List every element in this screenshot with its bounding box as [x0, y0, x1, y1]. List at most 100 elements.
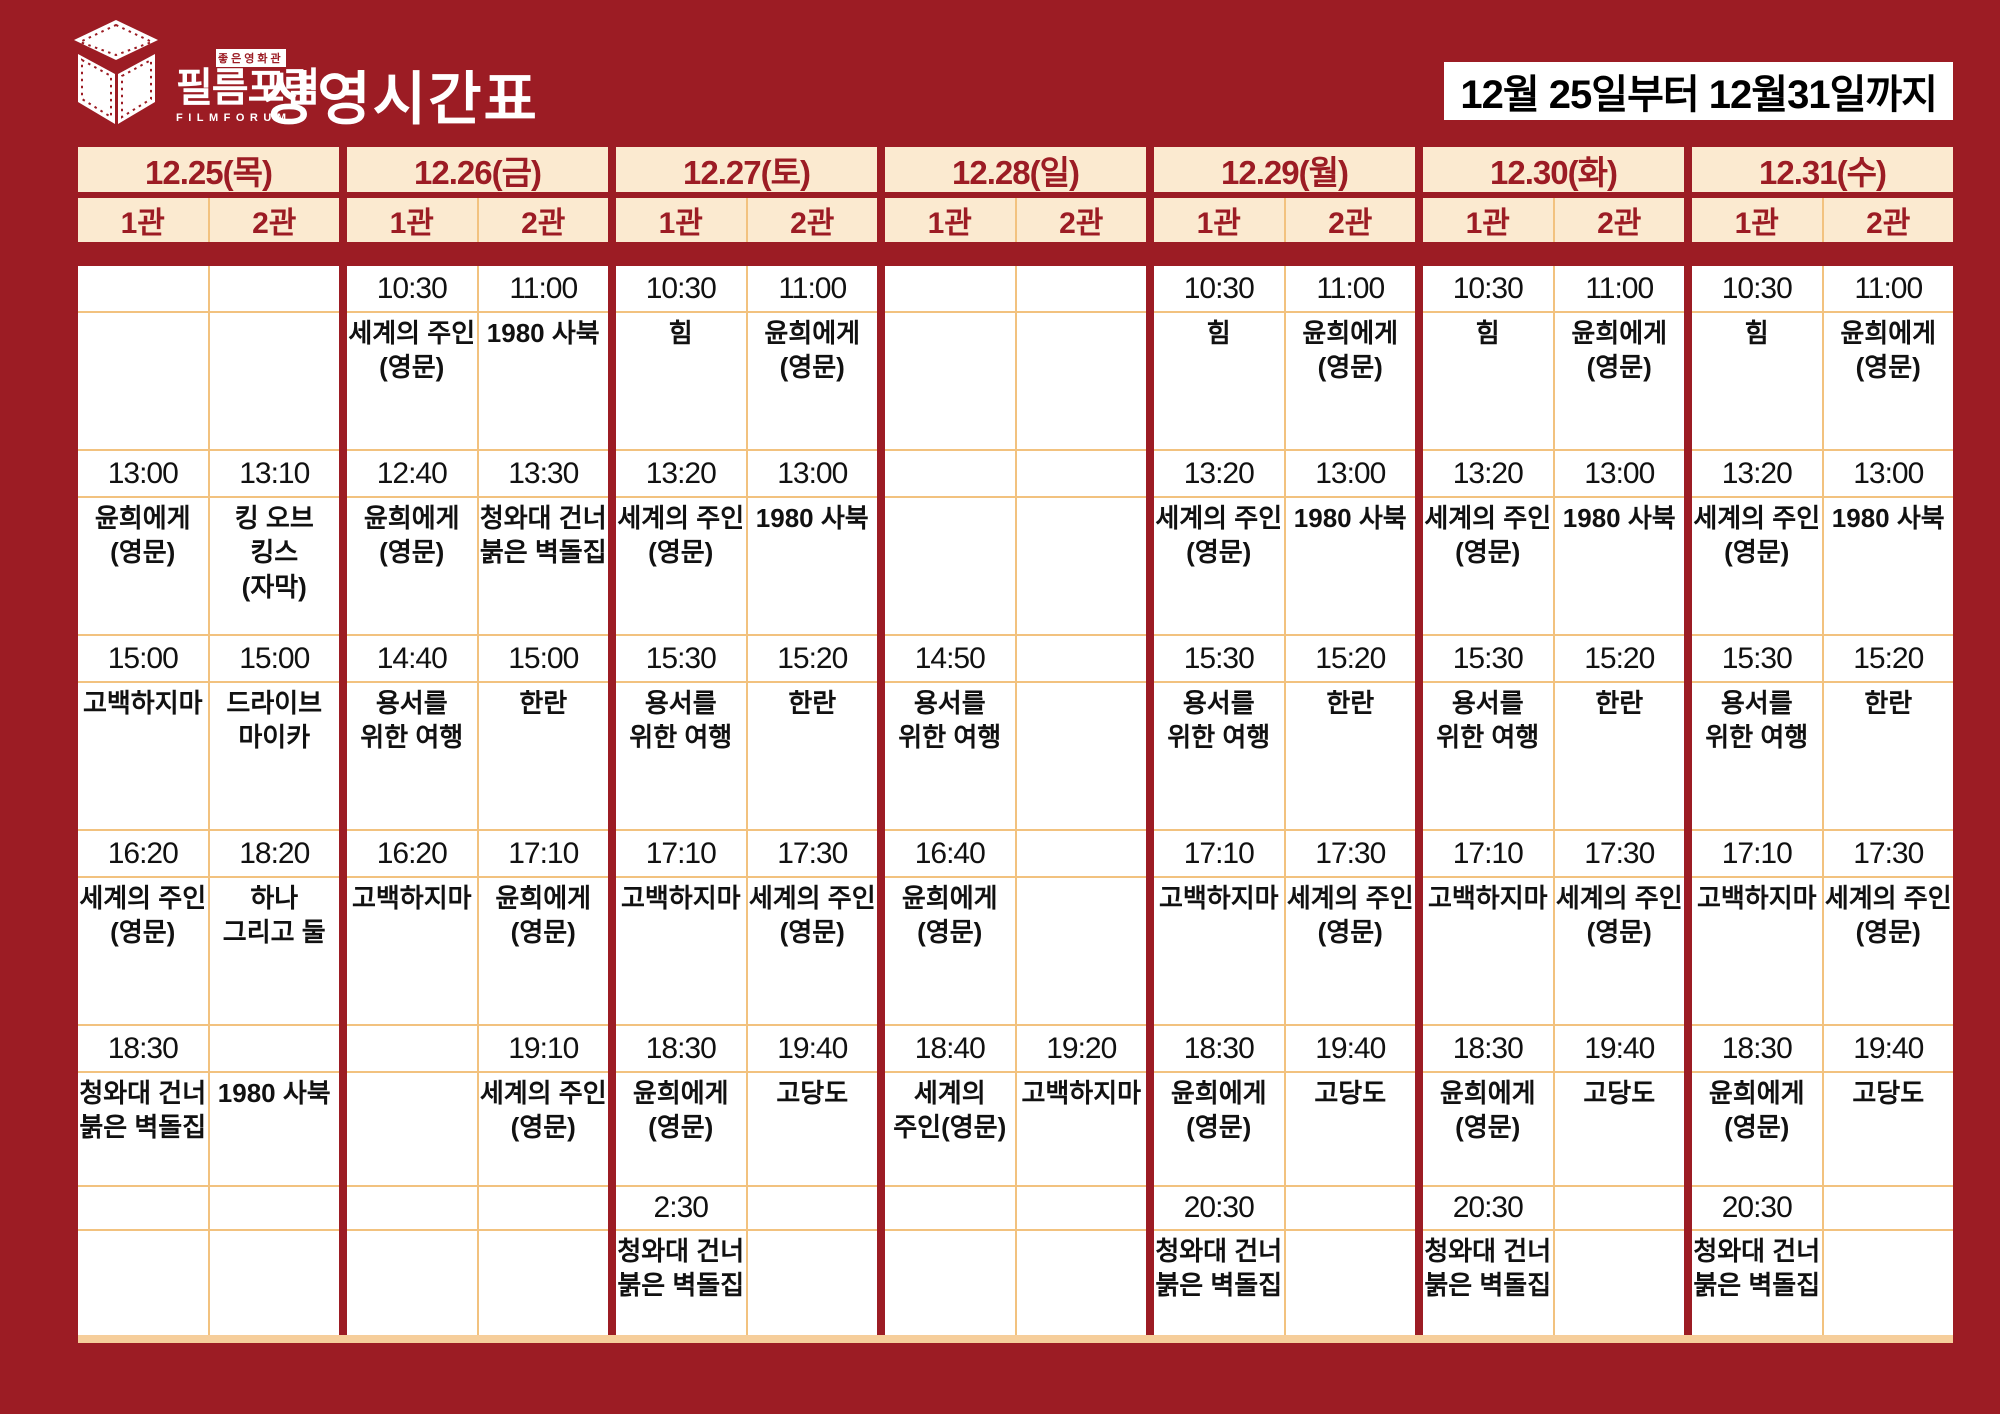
movie-row	[347, 1231, 608, 1335]
showtime-cell: 17:30	[777, 836, 848, 870]
showtime-cell: 13:00	[1853, 456, 1924, 490]
movie-row: 용서를 위한 여행	[885, 683, 1146, 831]
movie-title-cell: 세계의 주인 (영문)	[1692, 498, 1824, 634]
showtime-cell: 15:20	[1315, 641, 1386, 675]
screens-header-row: 1관 2관	[1692, 198, 1953, 242]
showtime-cell: 20:30	[1154, 1187, 1286, 1229]
date-header: 12.28(일)	[885, 147, 1146, 192]
date-header: 12.26(금)	[347, 147, 608, 192]
showtime-cell: 13:00	[777, 456, 848, 490]
showtime-row: 15:30 15:20	[1423, 636, 1684, 683]
showtime-row: 13:20 13:00	[1423, 451, 1684, 498]
page-title: 상영시간표	[262, 67, 539, 132]
showtime-cell: 11:00	[1854, 271, 1923, 305]
showtime-row: 16:20 17:10	[347, 831, 608, 878]
movie-row: 고백하지마 세계의 주인 (영문)	[1154, 878, 1415, 1026]
showtime-cell: 20:30	[1423, 1187, 1555, 1229]
showtime-cell: 13:20	[616, 451, 748, 496]
movie-title-cell: 고백하지마	[347, 878, 479, 1024]
movie-title-cell: 세계의 주인(영문)	[885, 1073, 1017, 1185]
showtime-cell: 16:40	[885, 831, 1017, 876]
movie-title-cell: 윤희에게 (영문)	[495, 883, 592, 948]
showtime-cell: 14:40	[347, 636, 479, 681]
movie-title-cell	[78, 1231, 210, 1335]
showtime-cell	[885, 1187, 1017, 1229]
logo-english: FILMFORUM	[176, 112, 292, 124]
movie-title-cell	[210, 1231, 340, 1335]
movie-row: 용서를 위한 여행 한란	[1423, 683, 1684, 831]
showtime-cell: 18:30	[78, 1026, 210, 1071]
showtime-cell	[347, 1026, 479, 1071]
showtime-row: 17:10 17:30	[1154, 831, 1415, 878]
showtime-cell: 19:10	[508, 1031, 579, 1065]
movie-row: 청와대 건너 붉은 벽돌집 1980 사북	[78, 1073, 339, 1187]
showtime-cell: 15:20	[1853, 641, 1924, 675]
movie-title-cell: 1980 사북	[1562, 503, 1676, 533]
movie-row	[885, 313, 1146, 451]
movie-row	[78, 313, 339, 451]
movie-title-cell	[1017, 498, 1147, 634]
movie-row: 윤희에게 (영문) 고당도	[1154, 1073, 1415, 1187]
showtime-row: 16:40	[885, 831, 1146, 878]
movie-title-cell: 세계의 주인 (영문)	[1154, 498, 1286, 634]
movie-title-cell	[78, 313, 210, 449]
showtime-cell: 18:30	[1423, 1026, 1555, 1071]
date-header: 12.27(토)	[616, 147, 877, 192]
movie-row: 용서를 위한 여행 한란	[1692, 683, 1953, 831]
showtime-cell	[78, 1187, 210, 1229]
showtime-cell: 11:00	[1316, 271, 1385, 305]
screen-header: 2관	[1285, 198, 1415, 242]
showtime-row: 17:10 17:30	[1692, 831, 1953, 878]
day-column: 12.28(일) 1관 2관 14:50 용서를 위한 여행 16:40 윤희에게 (영문)…	[885, 147, 1146, 1335]
showtime-cell: 15:30	[1423, 636, 1555, 681]
showtime-cell	[347, 1187, 479, 1229]
movie-title-cell: 세계의 주인 (영문)	[479, 1078, 607, 1143]
date-range-box: 12월 25일부터 12월31일까지	[1444, 62, 1953, 120]
screens-header-row: 1관 2관	[1423, 198, 1684, 242]
showtime-cell: 13:00	[1584, 456, 1655, 490]
movie-title-cell: 윤희에게 (영문)	[616, 1073, 748, 1185]
showtime-cell	[748, 1187, 878, 1229]
movie-title-cell: 드라이브 마이카	[226, 688, 323, 753]
showtime-row: 20:30	[1692, 1187, 1953, 1231]
day-column: 12.26(금) 1관 2관 10:30 11:00 세계의 주인 (영문) 1980 사북…	[347, 147, 608, 1335]
showtime-row: 10:30 11:00	[616, 266, 877, 313]
screens-header-row: 1관 2관	[78, 198, 339, 242]
showtime-cell: 13:30	[508, 456, 579, 490]
screens-header-row: 1관 2관	[885, 198, 1146, 242]
movie-row: 윤희에게 (영문) 고당도	[1423, 1073, 1684, 1187]
movie-title-cell: 한란	[1595, 688, 1644, 718]
showtime-cell	[1286, 1187, 1416, 1229]
movie-row: 세계의 주인 (영문) 하나 그리고 둘	[78, 878, 339, 1026]
screen-header: 2관	[1016, 198, 1146, 242]
showtime-cell: 17:30	[1315, 836, 1386, 870]
movie-title-cell	[1017, 878, 1147, 1024]
movie-title-cell: 윤희에게 (영문)	[347, 498, 479, 634]
movie-title-cell: 청와대 건너 붉은 벽돌집	[1154, 1231, 1286, 1335]
showtime-row	[885, 451, 1146, 498]
movie-title-cell: 윤희에게 (영문)	[885, 878, 1017, 1024]
movie-row	[885, 1231, 1146, 1335]
showtime-row: 18:40 19:20	[885, 1026, 1146, 1073]
showtime-row: 18:30 19:40	[1154, 1026, 1415, 1073]
showtime-cell: 13:00	[1315, 456, 1386, 490]
movie-title-cell: 고백하지마	[1021, 1078, 1142, 1108]
day-column: 12.29(월) 1관 2관 10:30 11:00 힘 윤희에게 (영문) 13:20 13:…	[1154, 147, 1415, 1335]
showtime-cell: 10:30	[347, 266, 479, 311]
screen-header: 2관	[478, 198, 608, 242]
movie-title-cell: 윤희에게 (영문)	[1571, 318, 1668, 383]
movie-title-cell: 1980 사북	[755, 503, 869, 533]
movie-title-cell: 세계의 주인 (영문)	[1423, 498, 1555, 634]
showtime-row	[347, 1187, 608, 1231]
showtime-cell: 18:40	[885, 1026, 1017, 1071]
showtime-row	[885, 1187, 1146, 1231]
showtime-row: 15:00 15:00	[78, 636, 339, 683]
movie-title-cell: 세계의 주인 (영문)	[748, 883, 876, 948]
movie-title-cell: 한란	[519, 688, 568, 718]
movie-row: 윤희에게 (영문)	[885, 878, 1146, 1026]
movie-title-cell: 세계의 주인 (영문)	[1824, 883, 1952, 948]
showtime-row: 15:30 15:20	[616, 636, 877, 683]
movie-title-cell: 고당도	[1314, 1078, 1387, 1108]
showtime-row: 10:30 11:00	[1154, 266, 1415, 313]
movie-title-cell: 청와대 건너 붉은 벽돌집	[1423, 1231, 1555, 1335]
